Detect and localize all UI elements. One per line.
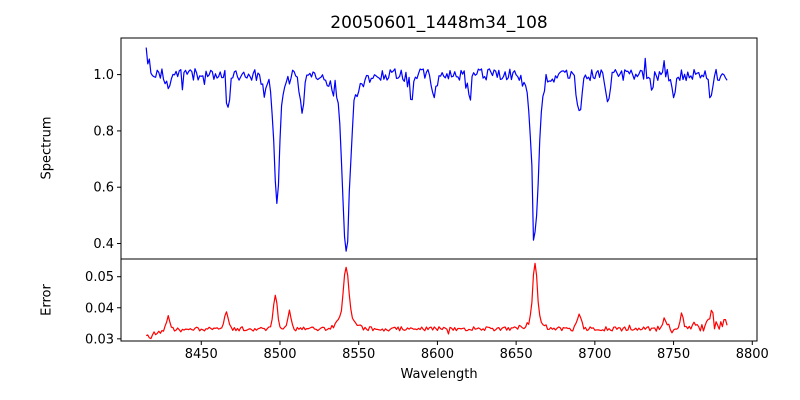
spectrum-y-tick-label: 0.4 <box>93 237 114 252</box>
x-tick-label: 8650 <box>500 347 533 362</box>
error-y-tick-label: 0.05 <box>85 270 114 285</box>
x-tick-label: 8550 <box>342 347 375 362</box>
x-tick-label: 8600 <box>421 347 454 362</box>
error-line <box>145 262 728 340</box>
x-tick-label: 8750 <box>657 347 690 362</box>
error-frame <box>120 258 758 342</box>
spectrum-y-tick-label: 1.0 <box>93 68 114 83</box>
x-tick-label: 8800 <box>736 347 769 362</box>
chart-title: 20050601_1448m34_108 <box>330 13 548 33</box>
x-axis-label: Wavelength <box>400 367 478 382</box>
spectrum-y-tick-label: 0.8 <box>93 124 114 139</box>
x-tick-label: 8450 <box>185 347 218 362</box>
spectrum-line <box>145 47 728 252</box>
x-tick-label: 8500 <box>263 347 296 362</box>
error-y-tick-label: 0.04 <box>85 301 114 316</box>
x-tick-label: 8700 <box>578 347 611 362</box>
error-y-tick-label: 0.03 <box>85 332 114 347</box>
spectrum-y-tick-label: 0.6 <box>93 181 114 196</box>
spectrum-frame <box>120 37 758 260</box>
